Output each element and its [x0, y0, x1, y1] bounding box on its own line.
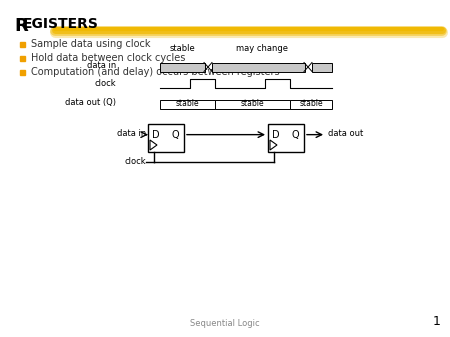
Text: clock: clock [94, 79, 116, 88]
Bar [312, 62, 332, 71]
Text: Hold data between clock cycles: Hold data between clock cycles [31, 53, 185, 63]
Text: EGISTERS: EGISTERS [23, 17, 99, 31]
Bar [20, 42, 25, 47]
Text: stable: stable [299, 99, 323, 108]
Bar [160, 62, 205, 71]
Text: Computation (and delay) occurs between registers: Computation (and delay) occurs between r… [31, 67, 279, 77]
Bar [148, 124, 184, 152]
Text: Q: Q [291, 130, 299, 140]
Text: R: R [14, 17, 28, 35]
Text: may change: may change [235, 44, 288, 53]
Polygon shape [150, 140, 157, 150]
Bar [268, 124, 304, 152]
Bar [20, 70, 25, 75]
Bar [160, 99, 215, 109]
Text: stable: stable [241, 99, 264, 108]
Text: data in: data in [87, 61, 116, 70]
Text: data out (Q): data out (Q) [65, 98, 116, 108]
Text: D: D [152, 130, 160, 140]
Bar [20, 56, 25, 61]
Polygon shape [270, 140, 277, 150]
Text: Q: Q [171, 130, 179, 140]
Text: stable: stable [176, 99, 199, 108]
Bar [212, 62, 305, 71]
Text: data out: data out [328, 129, 363, 138]
Bar [290, 99, 332, 109]
Text: stable: stable [170, 44, 195, 53]
Text: 1: 1 [433, 315, 441, 328]
Text: Sample data using clock: Sample data using clock [31, 39, 150, 49]
Text: data in: data in [117, 129, 146, 138]
Text: Sequential Logic: Sequential Logic [190, 319, 260, 328]
Bar [215, 99, 290, 109]
Text: clock: clock [124, 157, 146, 166]
Text: D: D [272, 130, 280, 140]
